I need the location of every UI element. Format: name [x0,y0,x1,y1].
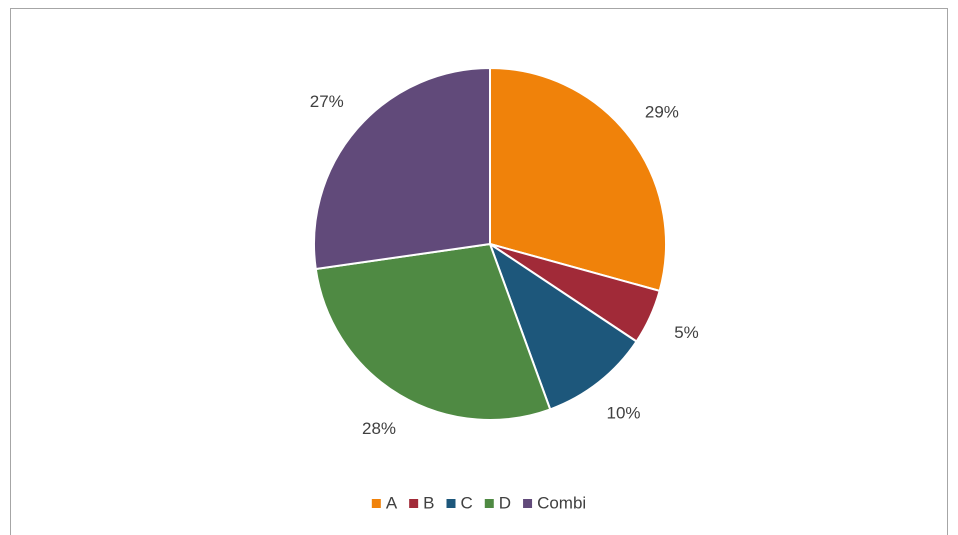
data-label: 5% [674,323,699,342]
pie-slice [489,66,667,293]
pie-slice [313,66,491,271]
legend-label: D [499,493,511,512]
legend-swatch [409,499,419,508]
legend-swatch [371,499,381,508]
legend-swatch [446,499,456,508]
pie-slice [488,241,638,411]
legend-swatch [484,499,494,508]
legend-label: A [386,493,398,512]
data-label: 28% [362,419,396,438]
legend-label: Combi [537,493,586,512]
data-label: 10% [607,403,641,422]
data-label: 29% [645,103,679,122]
data-label: 27% [310,92,344,111]
legend-label: C [461,493,473,512]
legend-swatch [523,499,533,508]
pie-slice [314,242,552,421]
legend-label: B [423,493,434,512]
